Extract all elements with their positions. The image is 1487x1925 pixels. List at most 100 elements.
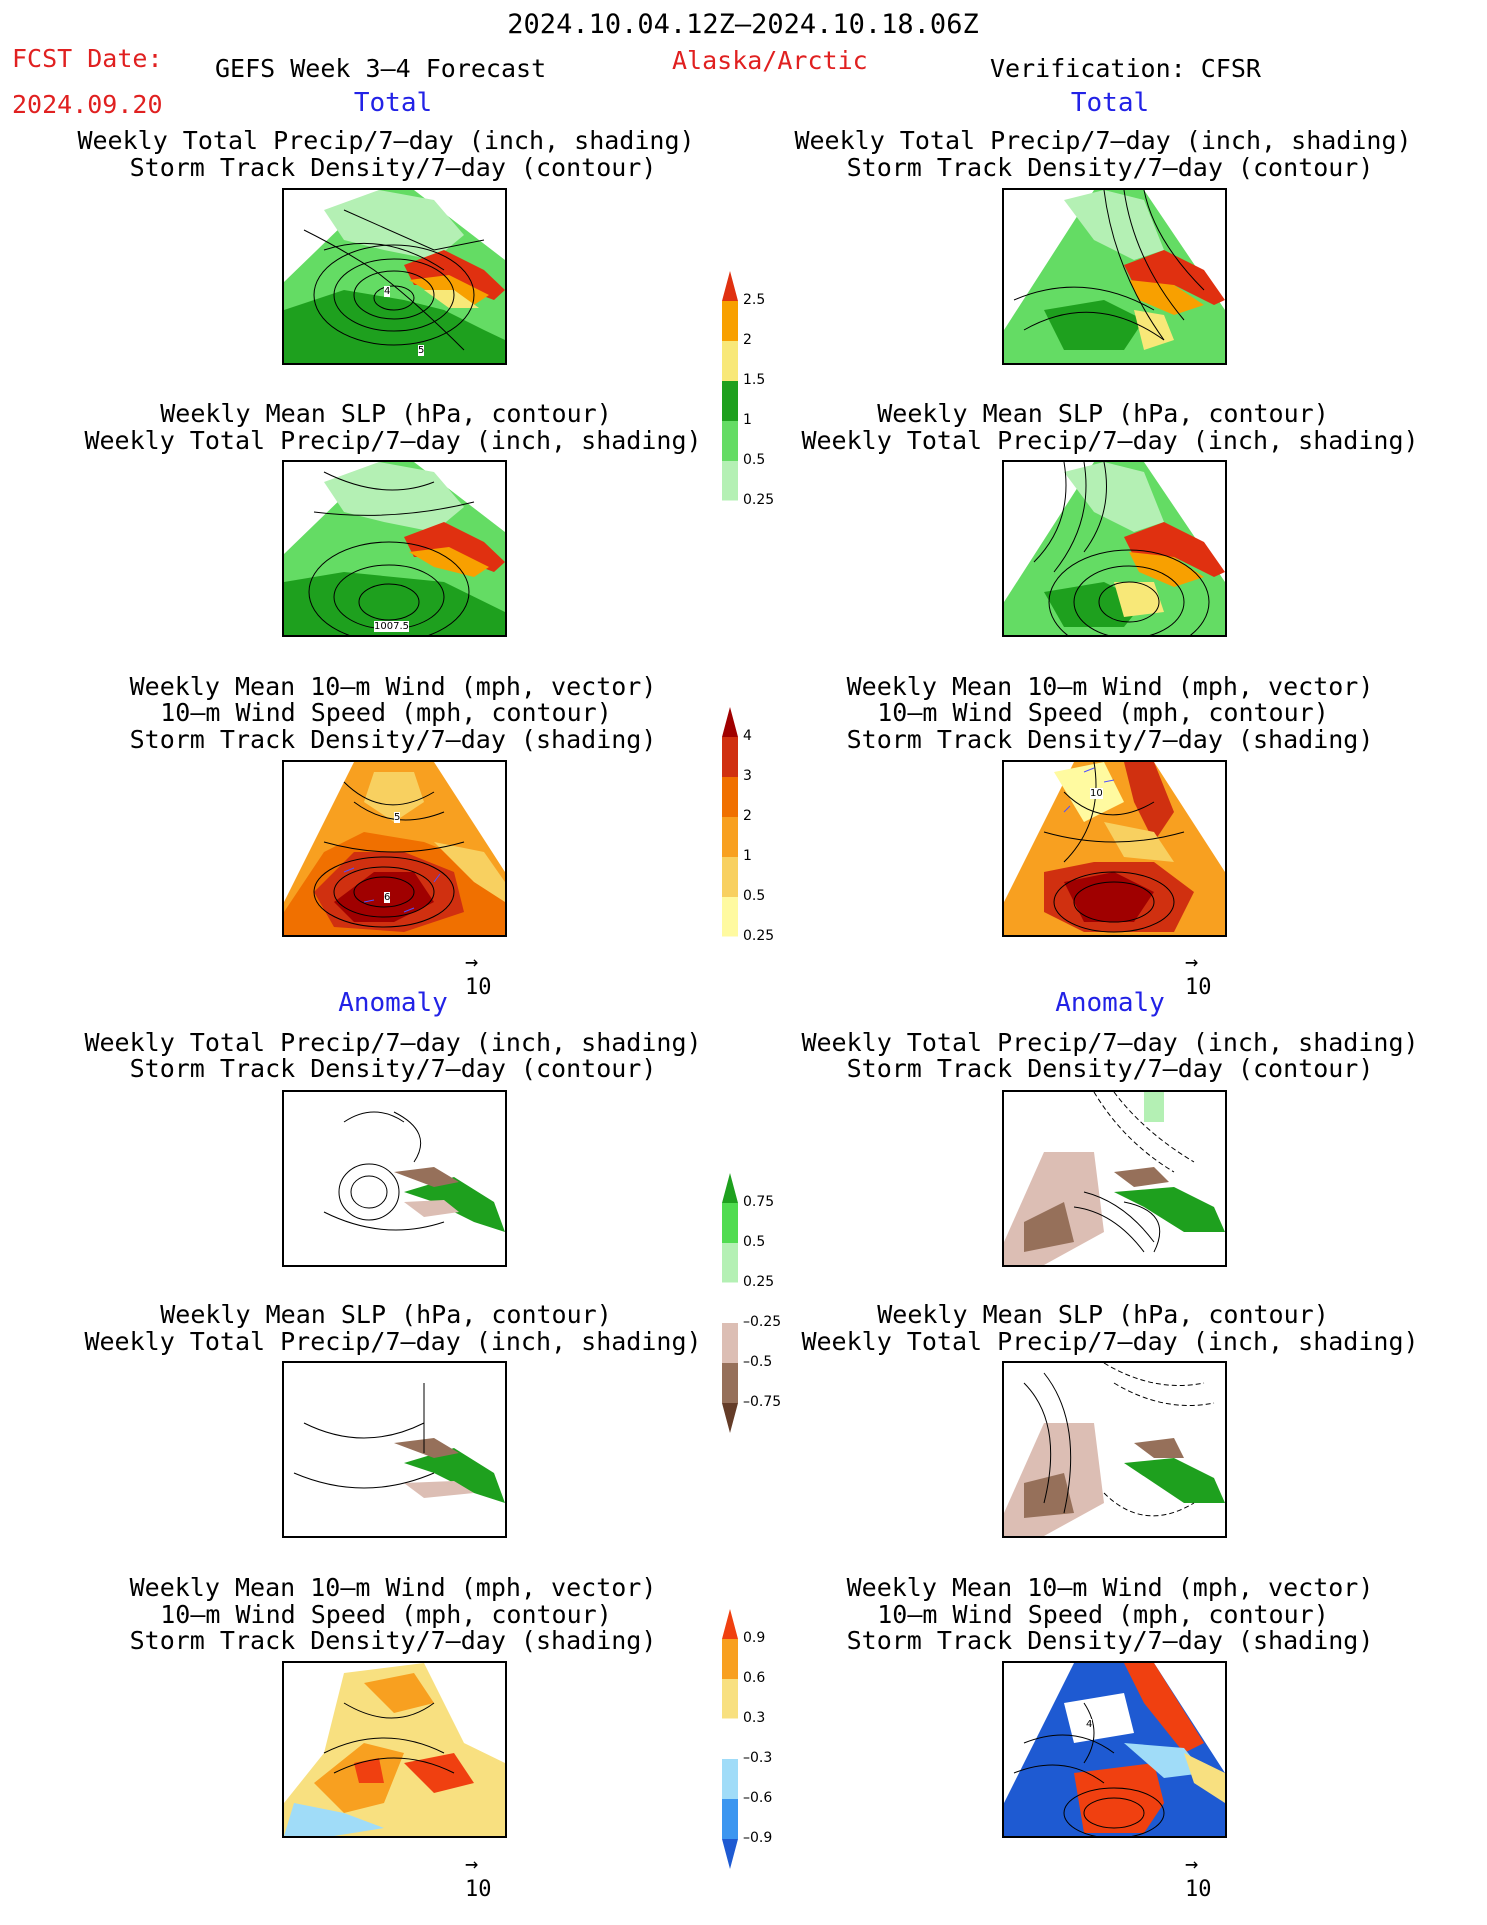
map-verification-precip-anom xyxy=(1002,1090,1227,1267)
colorbar-segment xyxy=(722,1323,738,1363)
arrow-right-icon: → xyxy=(1185,1852,1199,1877)
colorbar-tick-label: 2.5 xyxy=(743,292,766,308)
colorbar-segment xyxy=(722,707,738,737)
arrow-right-icon: → xyxy=(465,1852,479,1877)
colorbar-graphic xyxy=(721,271,739,532)
vector-ref-r2: → 10 xyxy=(1185,1852,1212,1902)
map-verification-wind-storm: 10 xyxy=(1002,760,1227,937)
map-forecast-slp-anom xyxy=(282,1361,507,1538)
colorbar-segment xyxy=(721,500,739,532)
title-r5-a: Weekly Mean SLP (hPa, contour) xyxy=(877,1300,1329,1329)
colorbar-tick-label: –0.75 xyxy=(743,1394,782,1410)
title-r6-c: Storm Track Density/7–day (shading) xyxy=(846,1626,1374,1655)
forecast-title: GEFS Week 3–4 Forecast xyxy=(215,54,547,83)
colorbar-segment xyxy=(722,1173,738,1203)
fcst-date-value: 2024.09.20 xyxy=(12,90,163,119)
colorbar-segment xyxy=(722,737,738,777)
colorbar-segment xyxy=(722,1799,738,1839)
colorbar-segment xyxy=(722,461,738,501)
arrow-right-icon: → xyxy=(465,950,479,975)
colorbar-tick-label: 1.5 xyxy=(743,372,766,388)
colorbar-graphic xyxy=(721,1173,739,1433)
title-r2-b: Weekly Total Precip/7–day (inch, shading… xyxy=(801,426,1419,455)
map-forecast-precip-storm: 4 5 xyxy=(282,188,507,365)
period-title: 2024.10.04.12Z–2024.10.18.06Z xyxy=(507,9,979,40)
title-r1-b: Storm Track Density/7–day (contour) xyxy=(846,153,1374,182)
map-verification-slp-precip xyxy=(1002,460,1227,637)
colorbar-segment xyxy=(722,817,738,857)
colorbar-tick-label: –0.6 xyxy=(743,1790,773,1806)
map-forecast-wind-anom xyxy=(282,1661,507,1838)
colorbar-segment xyxy=(722,1839,738,1869)
title-l6-c: Storm Track Density/7–day (shading) xyxy=(129,1626,657,1655)
colorbar-segment xyxy=(722,857,738,897)
title-l4-b: Storm Track Density/7–day (contour) xyxy=(129,1054,657,1083)
colorbar-tick-label: 0.25 xyxy=(743,928,775,944)
title-l4-a: Weekly Total Precip/7–day (inch, shading… xyxy=(84,1028,702,1057)
map-label: 5 xyxy=(394,812,401,823)
colorbar-tick-label: 0.75 xyxy=(743,1194,775,1210)
colorbar-segment xyxy=(721,1718,739,1760)
colorbar-graphic xyxy=(721,707,739,968)
title-l1-b: Storm Track Density/7–day (contour) xyxy=(129,153,657,182)
vector-ref-l2: → 10 xyxy=(465,1852,492,1902)
vector-ref-l1: → 10 xyxy=(465,950,492,1000)
title-l6-a: Weekly Mean 10–m Wind (mph, vector) xyxy=(129,1573,657,1602)
section-total-right: Total xyxy=(1070,88,1150,118)
map-label: 6 xyxy=(384,892,391,903)
colorbar-tick-label: 0.5 xyxy=(743,1234,766,1250)
colorbar-segment xyxy=(722,1243,738,1283)
title-l5-b: Weekly Total Precip/7–day (inch, shading… xyxy=(84,1327,702,1356)
title-r3-b: 10–m Wind Speed (mph, contour) xyxy=(877,698,1329,727)
title-l3-b: 10–m Wind Speed (mph, contour) xyxy=(160,698,612,727)
colorbar-tick-label: 0.25 xyxy=(743,1274,775,1290)
map-label: 5 xyxy=(418,345,425,356)
title-r3-a: Weekly Mean 10–m Wind (mph, vector) xyxy=(846,672,1374,701)
title-l5-a: Weekly Mean SLP (hPa, contour) xyxy=(160,1300,612,1329)
colorbar-tick-label: 0.3 xyxy=(743,1710,766,1726)
colorbar-tick-label: 2 xyxy=(743,808,752,824)
colorbar-tick-label: 0.9 xyxy=(743,1630,766,1646)
colorbar-tick-label: –0.3 xyxy=(743,1750,773,1766)
map-label: 4 xyxy=(1086,1719,1093,1730)
colorbar-tick-label: –0.5 xyxy=(743,1354,773,1370)
colorbar-segment xyxy=(722,777,738,817)
colorbar-tick-label: 0.5 xyxy=(743,452,766,468)
region-title: Alaska/Arctic xyxy=(672,46,868,75)
colorbar-tick-label: 4 xyxy=(743,728,752,744)
map-forecast-slp-precip: 1007.5 xyxy=(282,460,507,637)
title-l3-a: Weekly Mean 10–m Wind (mph, vector) xyxy=(129,672,657,701)
section-total-left: Total xyxy=(353,88,433,118)
colorbar-segment xyxy=(722,341,738,381)
colorbar-tick-label: –0.9 xyxy=(743,1830,773,1846)
colorbar-segment xyxy=(722,1363,738,1403)
title-r4-a: Weekly Total Precip/7–day (inch, shading… xyxy=(801,1028,1419,1057)
map-forecast-wind-storm: 5 6 xyxy=(282,760,507,937)
colorbar-tick-label: 1 xyxy=(743,412,752,428)
colorbar-tick-label: 0.6 xyxy=(743,1670,766,1686)
fcst-date-label: FCST Date: xyxy=(12,44,163,73)
title-l2-b: Weekly Total Precip/7–day (inch, shading… xyxy=(84,426,702,455)
title-r2-a: Weekly Mean SLP (hPa, contour) xyxy=(877,399,1329,428)
map-label: 4 xyxy=(384,286,391,297)
title-l6-b: 10–m Wind Speed (mph, contour) xyxy=(160,1600,612,1629)
colorbar-segment xyxy=(722,1403,738,1433)
colorbar-tick-label: 0.5 xyxy=(743,888,766,904)
verification-title: Verification: CFSR xyxy=(990,54,1261,83)
colorbar-segment xyxy=(722,1609,738,1639)
title-l2-a: Weekly Mean SLP (hPa, contour) xyxy=(160,399,612,428)
colorbar-segment xyxy=(722,1203,738,1243)
map-forecast-precip-anom xyxy=(282,1090,507,1267)
title-r3-c: Storm Track Density/7–day (shading) xyxy=(846,725,1374,754)
map-label: 10 xyxy=(1090,788,1103,799)
title-r6-b: 10–m Wind Speed (mph, contour) xyxy=(877,1600,1329,1629)
colorbar-tick-label: 3 xyxy=(743,768,752,784)
colorbar-graphic xyxy=(721,1609,739,1869)
map-verification-wind-anom: 4 xyxy=(1002,1661,1227,1838)
colorbar-segment xyxy=(722,271,738,301)
colorbar-segment xyxy=(722,1759,738,1799)
map-verification-precip-storm xyxy=(1002,188,1227,365)
colorbar-tick-label: 1 xyxy=(743,848,752,864)
colorbar-segment xyxy=(722,1679,738,1719)
title-r1-a: Weekly Total Precip/7–day (inch, shading… xyxy=(794,126,1412,155)
